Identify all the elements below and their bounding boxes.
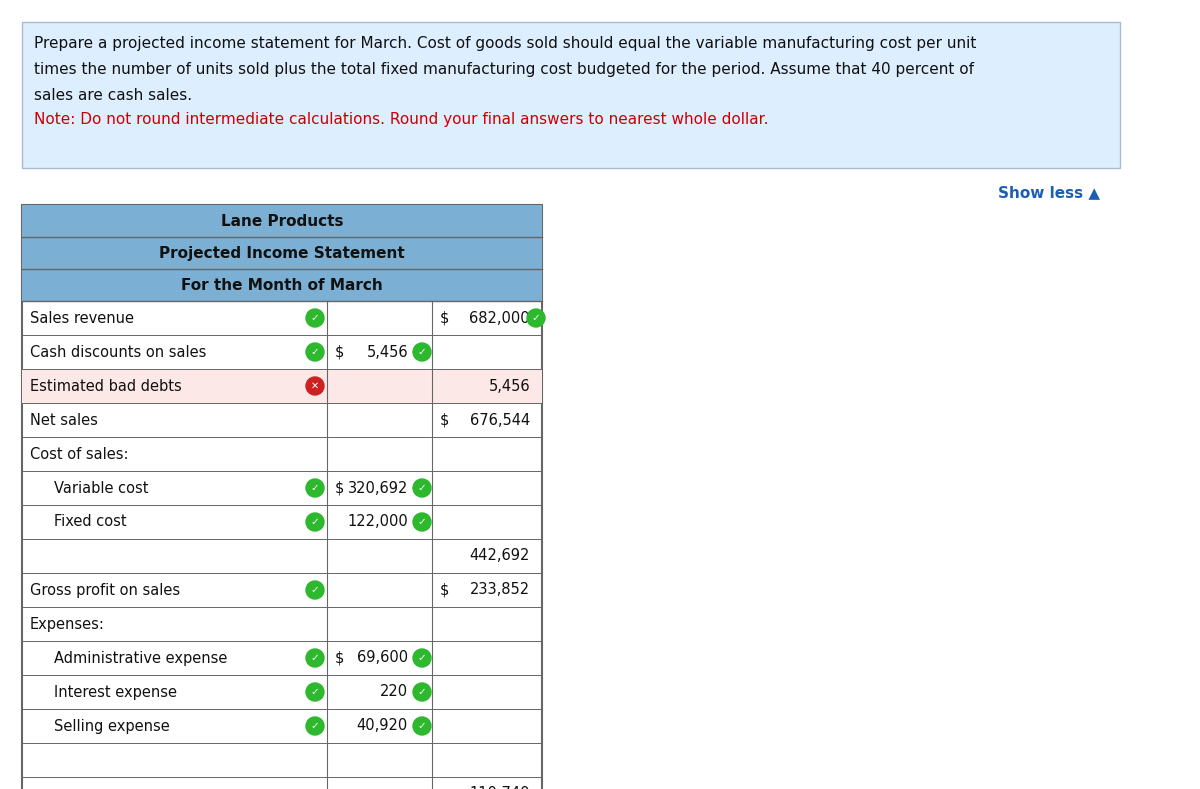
Text: $: $: [335, 650, 344, 665]
Text: Lane Products: Lane Products: [221, 214, 343, 229]
Text: 682,000: 682,000: [469, 311, 530, 326]
Text: 40,920: 40,920: [356, 719, 408, 734]
Text: $: $: [440, 582, 449, 597]
Circle shape: [413, 513, 431, 531]
Circle shape: [413, 649, 431, 667]
Text: Administrative expense: Administrative expense: [54, 650, 227, 665]
Text: 320,692: 320,692: [348, 481, 408, 495]
Text: 442,692: 442,692: [469, 548, 530, 563]
Text: Prepare a projected income statement for March. Cost of goods sold should equal : Prepare a projected income statement for…: [34, 36, 977, 51]
Circle shape: [306, 683, 324, 701]
Text: times the number of units sold plus the total fixed manufacturing cost budgeted : times the number of units sold plus the …: [34, 62, 974, 77]
Bar: [22, 237, 542, 269]
Text: Interest expense: Interest expense: [54, 685, 178, 700]
Text: ✓: ✓: [418, 721, 426, 731]
Text: 220: 220: [380, 685, 408, 700]
Circle shape: [306, 309, 324, 327]
Circle shape: [306, 343, 324, 361]
Circle shape: [306, 581, 324, 599]
Bar: [22, 269, 542, 301]
Circle shape: [413, 683, 431, 701]
Text: $: $: [335, 481, 344, 495]
Text: 5,456: 5,456: [366, 345, 408, 360]
Text: 69,600: 69,600: [356, 650, 408, 665]
Text: $: $: [440, 311, 449, 326]
Text: $: $: [440, 413, 449, 428]
Circle shape: [527, 309, 545, 327]
Text: Fixed cost: Fixed cost: [54, 514, 127, 529]
Text: Selling expense: Selling expense: [54, 719, 169, 734]
Text: ✓: ✓: [532, 313, 540, 323]
Circle shape: [306, 717, 324, 735]
Text: ✓: ✓: [418, 687, 426, 697]
Text: ✓: ✓: [418, 347, 426, 357]
Text: Projected Income Statement: Projected Income Statement: [160, 245, 404, 260]
Text: ✓: ✓: [311, 483, 319, 493]
Text: For the Month of March: For the Month of March: [181, 278, 383, 293]
Bar: [22, 205, 542, 789]
Circle shape: [306, 649, 324, 667]
Circle shape: [413, 343, 431, 361]
Text: ✓: ✓: [311, 313, 319, 323]
Text: Variable cost: Variable cost: [54, 481, 149, 495]
Text: sales are cash sales.: sales are cash sales.: [34, 88, 192, 103]
Text: Cash discounts on sales: Cash discounts on sales: [30, 345, 206, 360]
Text: ✓: ✓: [311, 585, 319, 595]
Circle shape: [306, 479, 324, 497]
Text: ✓: ✓: [418, 653, 426, 663]
Text: Gross profit on sales: Gross profit on sales: [30, 582, 180, 597]
Text: ✓: ✓: [311, 687, 319, 697]
Text: 5,456: 5,456: [488, 379, 530, 394]
Text: $: $: [335, 345, 344, 360]
Circle shape: [413, 717, 431, 735]
Text: ✓: ✓: [311, 721, 319, 731]
Circle shape: [413, 479, 431, 497]
Text: Expenses:: Expenses:: [30, 616, 104, 631]
Text: Note: Do not round intermediate calculations. Round your final answers to neares: Note: Do not round intermediate calculat…: [34, 112, 768, 127]
Bar: [22, 205, 542, 237]
Text: Cost of sales:: Cost of sales:: [30, 447, 128, 462]
Bar: [22, 369, 542, 403]
Circle shape: [306, 513, 324, 531]
Text: 122,000: 122,000: [347, 514, 408, 529]
Bar: [22, 22, 1120, 168]
Text: 676,544: 676,544: [469, 413, 530, 428]
Text: ✕: ✕: [311, 381, 319, 391]
Text: ✓: ✓: [418, 517, 426, 527]
Text: 233,852: 233,852: [470, 582, 530, 597]
Text: ✓: ✓: [311, 347, 319, 357]
Text: Estimated bad debts: Estimated bad debts: [30, 379, 181, 394]
Text: ✓: ✓: [418, 483, 426, 493]
Text: Show less ▲: Show less ▲: [998, 185, 1100, 200]
Text: ✓: ✓: [311, 517, 319, 527]
Text: Sales revenue: Sales revenue: [30, 311, 134, 326]
Text: ✓: ✓: [311, 653, 319, 663]
Text: Net sales: Net sales: [30, 413, 98, 428]
Text: 110,740: 110,740: [469, 787, 530, 789]
Circle shape: [306, 377, 324, 395]
